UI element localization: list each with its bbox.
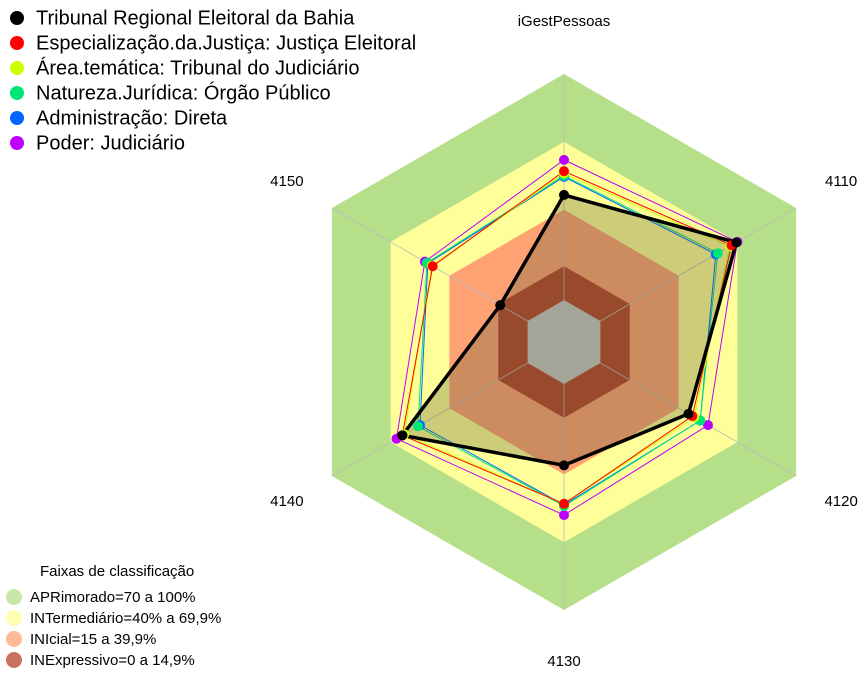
spoke — [600, 207, 797, 322]
axis-label: 4110 — [825, 173, 857, 190]
axis-label: 4150 — [270, 173, 303, 190]
series-point — [397, 430, 408, 441]
legend-label: Administração: Direta — [36, 107, 228, 129]
legend-marker — [10, 11, 24, 25]
series-point — [731, 237, 742, 248]
series-point — [683, 408, 694, 419]
series-point — [559, 510, 569, 521]
series-point — [559, 189, 569, 200]
legend-label: Tribunal Regional Eleitoral da Bahia — [36, 7, 355, 29]
series-point — [413, 421, 424, 432]
legend-label: Especialização.da.Justiça: Justiça Eleit… — [36, 32, 416, 54]
bands-legend-label: INIcial=15 a 39,9% — [30, 631, 156, 648]
legend-marker — [10, 61, 24, 75]
spoke — [331, 362, 528, 477]
legend-label: Natureza.Jurídica: Órgão Público — [36, 81, 331, 104]
series-point — [427, 261, 438, 272]
legend-label: Área.temática: Tribunal do Judiciário — [36, 56, 360, 79]
bands-legend-marker — [6, 589, 22, 605]
axis-label: 4130 — [547, 653, 580, 670]
inner-hole — [527, 300, 601, 384]
bands-legend-label: INExpressivo=0 a 14,9% — [30, 652, 195, 669]
legend-marker — [10, 36, 24, 50]
bands-legend-label: APRimorado=70 a 100% — [30, 589, 196, 606]
series-point — [559, 154, 569, 165]
bands-legend-marker — [6, 631, 22, 647]
bands-legend-marker — [6, 652, 22, 668]
series-point — [703, 420, 714, 431]
legend-marker — [10, 136, 24, 150]
bands-legend-label: INTermediário=40% a 69,9% — [30, 610, 221, 627]
bands-legend-marker — [6, 610, 22, 626]
legend-marker — [10, 86, 24, 100]
legend-marker — [10, 111, 24, 125]
series-point — [712, 248, 723, 259]
series-point — [559, 460, 569, 471]
series-point — [559, 498, 569, 509]
axis-label: 4120 — [824, 493, 857, 510]
axis-label: iGestPessoas — [518, 13, 611, 30]
legend-label: Poder: Judiciário — [36, 132, 185, 154]
series-point — [495, 300, 506, 311]
bands-legend-title: Faixas de classificação — [40, 563, 194, 580]
series-point — [559, 166, 569, 177]
axis-label: 4140 — [270, 493, 303, 510]
